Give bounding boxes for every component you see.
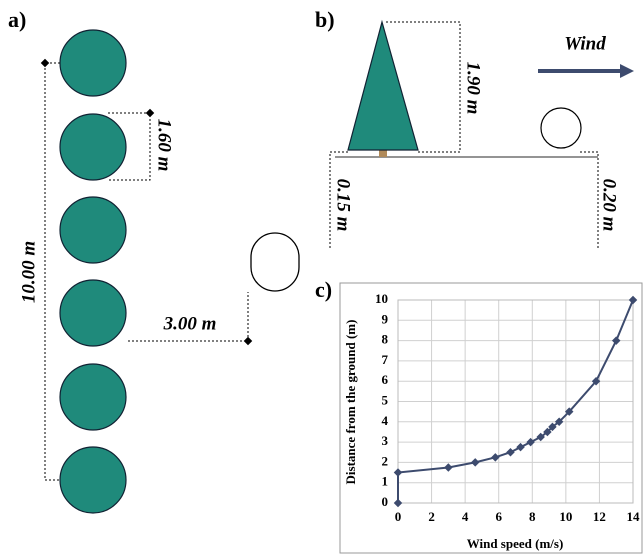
data-point <box>491 453 500 462</box>
diamond <box>145 108 155 118</box>
x-tick-label: 8 <box>529 509 536 524</box>
dimension-label: 10.00 m <box>18 241 39 303</box>
x-tick-label: 4 <box>462 509 469 524</box>
y-tick-label: 6 <box>382 372 389 387</box>
dimension-label: 3.00 m <box>163 313 217 334</box>
x-tick-label: 10 <box>559 509 572 524</box>
tree-crown <box>59 29 127 97</box>
panel-label: c) <box>315 277 332 302</box>
y-tick-label: 7 <box>382 352 389 367</box>
wind-label: Wind <box>564 33 606 54</box>
y-tick-label: 2 <box>382 453 389 468</box>
data-point <box>543 427 552 437</box>
wind-arrow-head <box>620 64 634 78</box>
dimension-label: 1.90 m <box>463 62 484 115</box>
x-tick-label: 6 <box>495 509 502 524</box>
tree-row <box>59 29 127 514</box>
tree-crown <box>59 113 127 181</box>
panel-label: a) <box>8 7 26 32</box>
dimension-line <box>44 62 60 481</box>
y-tick-label: 10 <box>375 291 388 306</box>
x-tick-label: 12 <box>593 509 606 524</box>
y-tick-label: 3 <box>382 433 389 448</box>
dimension-line <box>108 112 151 181</box>
data-point <box>591 376 601 386</box>
dimension-line <box>386 21 461 153</box>
data-point <box>564 407 574 416</box>
tree-crown <box>59 196 127 264</box>
panel-label: b) <box>315 7 335 32</box>
x-tick-label: 14 <box>627 509 641 524</box>
dimension-label: 0.15 m <box>333 179 354 232</box>
data-point <box>536 432 545 442</box>
data-point <box>628 295 638 305</box>
chart-frame <box>339 282 643 554</box>
x-tick-label: 0 <box>395 509 402 524</box>
x-axis-label: Wind speed (m/s) <box>467 536 564 551</box>
y-tick-label: 9 <box>382 311 389 326</box>
data-point <box>470 458 480 467</box>
dimension-line <box>329 151 348 250</box>
data-point <box>393 468 403 477</box>
data-point <box>554 417 564 427</box>
data-point <box>611 336 621 345</box>
plot-border <box>397 299 634 504</box>
data-point <box>516 442 525 452</box>
y-tick-label: 0 <box>382 494 389 509</box>
y-tick-label: 1 <box>382 474 389 489</box>
tree <box>347 19 419 151</box>
diamond <box>40 58 50 68</box>
data-point <box>393 498 403 508</box>
tree-crown <box>59 279 127 347</box>
data-point <box>506 448 515 457</box>
data-point <box>526 437 535 447</box>
data-point <box>444 463 453 472</box>
y-tick-label: 4 <box>382 413 389 428</box>
sensor <box>250 232 300 292</box>
x-tick-label: 2 <box>428 509 435 524</box>
trunk <box>379 149 387 157</box>
sensor <box>540 107 582 149</box>
y-tick-label: 8 <box>382 332 389 347</box>
y-axis-label: Distance from the ground (m) <box>343 320 358 485</box>
y-tick-label: 5 <box>382 392 389 407</box>
dimension-line <box>580 151 599 250</box>
dimension-label: 1.60 m <box>154 119 175 172</box>
data-point <box>548 422 557 432</box>
tree-crown <box>59 363 127 431</box>
dimension-label: 0.20 m <box>599 179 620 232</box>
data-line <box>397 299 634 503</box>
tree-crown <box>59 446 127 514</box>
diamond <box>243 336 253 346</box>
